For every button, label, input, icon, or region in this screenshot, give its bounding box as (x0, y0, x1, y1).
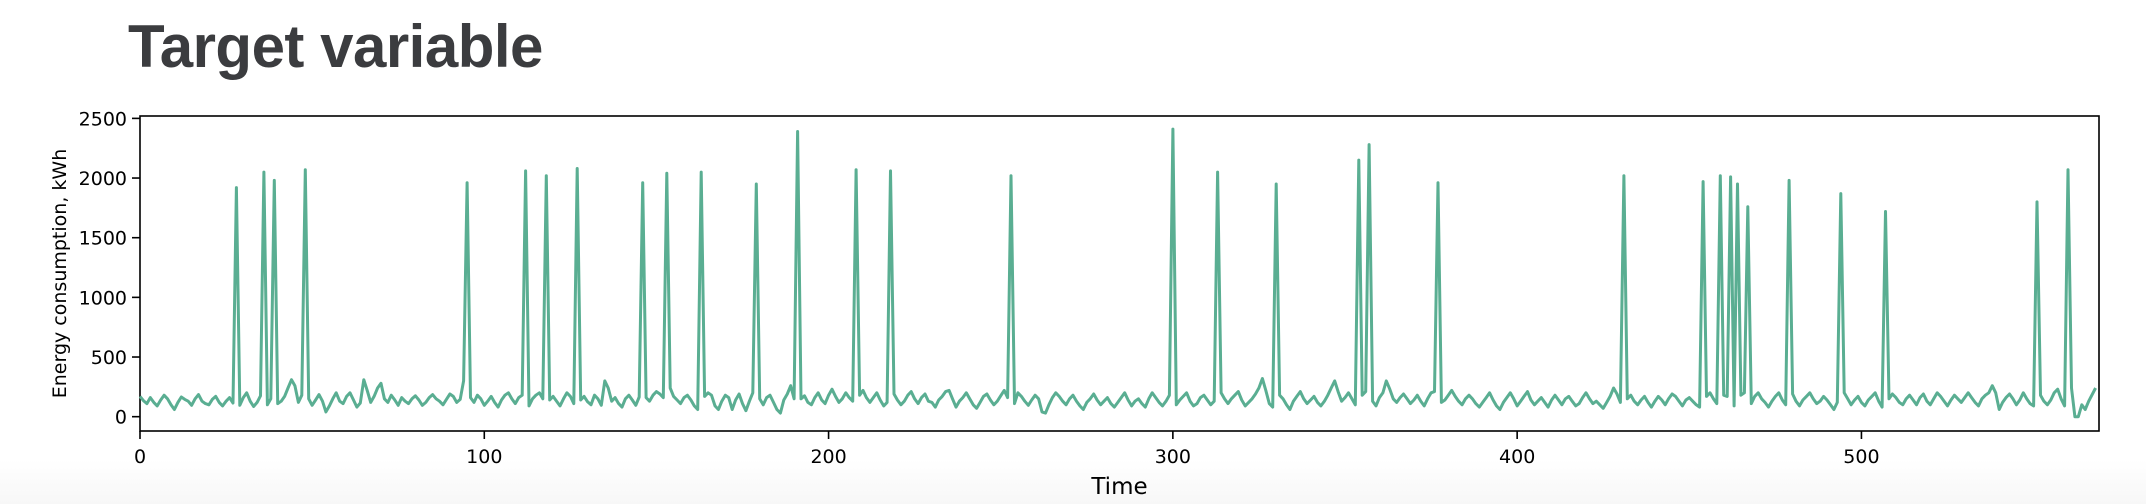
series-line-energy (138, 127, 2097, 419)
x-tick-label: 400 (1499, 446, 1535, 468)
y-tick-label: 2500 (79, 108, 127, 130)
y-tick-label: 1000 (79, 287, 127, 309)
y-axis-label: Energy consumption, kWh (49, 149, 71, 399)
y-tick-label: 0 (115, 407, 127, 429)
x-tick-label: 500 (1843, 446, 1879, 468)
x-tick-label: 0 (134, 446, 146, 468)
y-tick-label: 2000 (79, 168, 127, 190)
y-tick-label: 1500 (79, 228, 127, 250)
x-axis-ticks: 0 100 200 300 400 500 (134, 431, 1880, 468)
y-tick-label: 500 (91, 347, 127, 369)
x-tick-label: 200 (810, 446, 846, 468)
x-tick-label: 300 (1155, 446, 1191, 468)
section-title: Target variable (128, 13, 543, 80)
x-axis-label: Time (1090, 474, 1147, 500)
x-tick-label: 100 (466, 446, 502, 468)
y-axis-ticks: 0 500 1000 1500 2000 2500 (79, 108, 140, 429)
plot-area-frame (139, 115, 2100, 432)
